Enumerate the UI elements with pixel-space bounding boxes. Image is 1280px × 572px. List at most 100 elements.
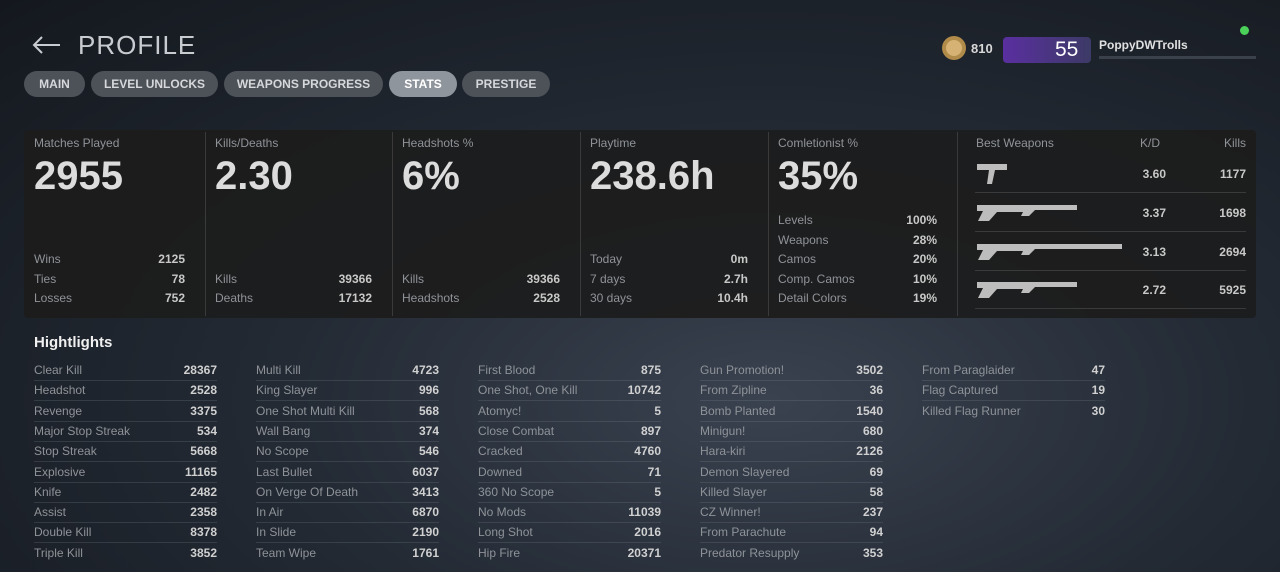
row-divider	[478, 380, 661, 381]
highlight-label: Cracked	[478, 444, 523, 459]
highlight-value: 1540	[856, 403, 883, 418]
highlight-value: 680	[862, 423, 883, 438]
row-divider	[975, 270, 1246, 271]
tab[interactable]: LEVEL UNLOCKS	[91, 71, 218, 97]
panel-divider	[957, 132, 958, 316]
highlight-value: 58	[869, 484, 883, 499]
row-divider	[975, 192, 1246, 193]
tab[interactable]: STATS	[389, 71, 457, 97]
highlight-label: Major Stop Streak	[34, 423, 131, 438]
panel-value: 2955	[34, 154, 123, 198]
row-divider	[256, 481, 439, 483]
highlight-value: 4723	[412, 363, 439, 377]
highlight-label: Knife	[34, 484, 62, 499]
highlight-label: Multi Kill	[256, 363, 301, 377]
row-divider	[700, 440, 883, 442]
stat-label: Kills	[402, 271, 425, 286]
row-divider	[922, 400, 1105, 402]
stat-label: Comp. Camos	[778, 271, 855, 286]
stat-value: 39366	[526, 271, 560, 286]
stat-value: 0m	[730, 252, 748, 266]
highlight-value: 3375	[190, 403, 217, 418]
stat-value: 19%	[912, 291, 937, 305]
tab[interactable]: PRESTIGE	[462, 71, 550, 97]
highlight-value: 47	[1091, 363, 1105, 377]
weapon-kills: 1698	[1219, 206, 1246, 220]
stat-value: 39366	[338, 271, 372, 286]
highlight-label: In Air	[256, 505, 284, 520]
highlight-value: 3852	[190, 545, 217, 560]
panel-value: 2.30	[215, 154, 293, 198]
row-divider	[34, 542, 217, 544]
row-divider	[478, 440, 661, 442]
row-divider	[34, 481, 217, 483]
weapon-kd: 2.72	[1142, 283, 1166, 297]
row-divider	[256, 400, 439, 402]
weapon-kills: 1177	[1219, 167, 1246, 181]
highlight-value: 568	[418, 403, 439, 418]
highlight-label: Atomyc!	[478, 403, 522, 418]
panel-divider	[768, 132, 769, 316]
highlight-value: 69	[869, 464, 883, 479]
highlight-value: 2482	[190, 484, 217, 499]
row-divider	[478, 420, 661, 422]
panel-value: 238.6h	[590, 154, 715, 198]
row-divider	[34, 400, 217, 402]
panel-value: 35%	[778, 154, 859, 198]
highlight-label: Team Wipe	[256, 545, 317, 560]
highlight-label: Downed	[478, 464, 523, 479]
highlight-value: 2358	[190, 505, 217, 520]
highlight-label: Flag Captured	[922, 383, 999, 398]
highlight-value: 11165	[184, 464, 217, 479]
highlight-label: Close Combat	[478, 423, 555, 438]
tab[interactable]: WEAPONS PROGRESS	[224, 71, 383, 97]
highlight-value: 94	[869, 525, 883, 540]
column-header: K/D	[1140, 136, 1161, 150]
highlight-value: 11039	[628, 505, 661, 520]
panel-divider	[580, 132, 581, 316]
row-divider	[34, 501, 217, 503]
highlight-label: CZ Winner!	[700, 505, 761, 520]
row-divider	[478, 461, 661, 463]
back-arrow[interactable]	[30, 34, 62, 56]
highlight-label: Killed Slayer	[700, 484, 767, 499]
stat-value: 20%	[912, 252, 937, 266]
weapon-kd: 3.60	[1142, 167, 1166, 181]
stat-value: 100%	[906, 213, 937, 227]
highlight-label: Headshot	[34, 383, 86, 398]
stat-value: 2.7h	[723, 271, 748, 286]
highlight-value: 36	[869, 383, 883, 398]
highlight-label: Demon Slayered	[700, 464, 790, 479]
stat-value: 78	[171, 271, 185, 286]
highlight-value: 10742	[627, 383, 661, 398]
tab[interactable]: MAIN	[24, 71, 85, 97]
weapon-icon	[977, 244, 1122, 260]
stat-value: 28%	[912, 232, 937, 247]
highlight-label: Triple Kill	[34, 545, 83, 560]
stat-label: Ties	[34, 271, 57, 286]
row-divider	[34, 522, 217, 524]
row-divider	[975, 231, 1246, 232]
row-divider	[975, 308, 1246, 309]
weapon-icon	[977, 164, 1007, 184]
highlight-label: From Parachute	[700, 525, 787, 540]
stat-label: 7 days	[590, 271, 626, 286]
stat-value: 10.4h	[717, 291, 748, 305]
highlight-label: Stop Streak	[34, 444, 97, 459]
stat-value: 17132	[338, 291, 372, 305]
stat-label: Today	[590, 252, 623, 266]
weapon-kd: 3.37	[1142, 206, 1166, 220]
highlight-value: 6037	[412, 464, 439, 479]
highlight-value: 2528	[190, 383, 217, 398]
highlight-value: 19	[1091, 383, 1105, 398]
highlight-label: Wall Bang	[256, 423, 311, 438]
weapon-icon	[977, 282, 1077, 298]
highlight-label: King Slayer	[256, 383, 318, 398]
panel-label: Comletionist %	[778, 136, 859, 150]
highlight-label: One Shot, One Kill	[478, 383, 578, 398]
highlight-label: Revenge	[34, 403, 83, 418]
row-divider	[478, 522, 661, 524]
column-header: Kills	[1223, 136, 1246, 150]
highlight-value: 1761	[412, 545, 439, 560]
highlights-title: Hightlights	[34, 334, 113, 351]
